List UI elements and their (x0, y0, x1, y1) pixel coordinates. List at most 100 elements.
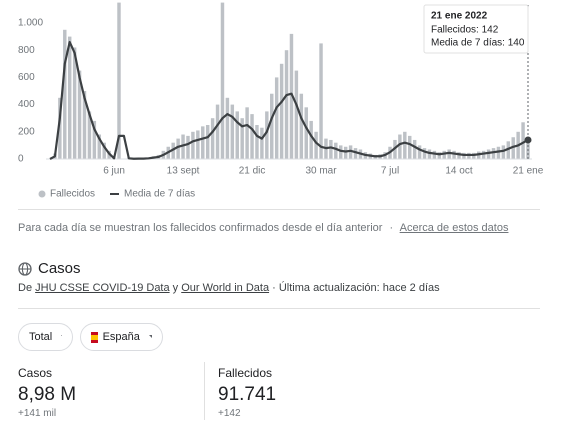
bar (67, 36, 72, 159)
section-title: Casos (38, 260, 81, 277)
bar (265, 111, 269, 159)
bar (304, 107, 308, 159)
bar (299, 93, 304, 159)
bar (412, 139, 417, 159)
bar (437, 152, 442, 159)
text: · Última actualización: hace 2 días (272, 282, 440, 294)
bar (250, 114, 254, 159)
bar (77, 70, 82, 159)
source-link[interactable]: Our World in Data (181, 282, 270, 294)
bar (201, 126, 205, 159)
bar (181, 134, 185, 159)
tooltip-title: 21 ene 2022 (431, 11, 488, 22)
dropdown[interactable]: España (80, 323, 163, 351)
bar (205, 125, 210, 159)
bar (353, 148, 358, 159)
note-text: Para cada día se muestran los fallecidos… (18, 222, 383, 234)
note: Para cada día se muestran los fallecidos… (18, 222, 508, 234)
source-line: De JHU CSSE COVID-19 Data y Our World in… (18, 282, 440, 294)
caret (61, 335, 62, 336)
bar (235, 111, 239, 159)
stat-value: 8,98 M (18, 384, 77, 405)
about-link[interactable]: Acerca de estos datos (399, 222, 509, 234)
bar (196, 130, 200, 159)
bar (501, 145, 506, 159)
flag (91, 331, 98, 343)
bar (398, 134, 402, 159)
dropdown[interactable]: Total (18, 323, 73, 351)
bar (215, 104, 220, 159)
divider (18, 308, 540, 309)
bar (403, 131, 407, 159)
bar (427, 149, 432, 159)
bar (339, 145, 343, 159)
bar (117, 2, 121, 159)
bar (92, 120, 97, 159)
bar (72, 47, 77, 160)
bar (408, 135, 412, 159)
stat-label: Fallecidos (218, 366, 273, 380)
bar (329, 139, 333, 159)
bar (511, 137, 515, 159)
bar (314, 131, 318, 159)
bar (87, 111, 92, 159)
source-link[interactable]: JHU CSSE COVID-19 Data (35, 282, 170, 294)
caret (148, 335, 152, 339)
bar (260, 127, 264, 159)
bar (186, 135, 190, 159)
bar (245, 107, 249, 159)
tooltip (423, 4, 529, 54)
stat-delta: +141 mil (18, 408, 57, 419)
divider (18, 209, 540, 210)
y-tick-label: 800 (18, 45, 35, 56)
bar (452, 150, 456, 159)
bar (289, 33, 294, 159)
bar (230, 104, 235, 159)
y-tick-label: 1.000 (18, 18, 43, 29)
x-tick-label: 21 dic (239, 166, 266, 177)
bar (348, 145, 353, 159)
separator: · (389, 222, 394, 234)
bar (486, 149, 491, 159)
y-tick-label: 600 (18, 72, 35, 83)
bar (63, 29, 67, 159)
bar (457, 152, 461, 159)
bar (255, 125, 259, 159)
y-tick-label: 400 (18, 99, 35, 110)
bar (432, 150, 437, 159)
bar (58, 97, 62, 159)
y-tick-label: 200 (18, 126, 35, 137)
stat-value: 91.741 (218, 384, 277, 405)
bar (417, 145, 422, 159)
legend-label: Media de 7 días (124, 189, 195, 200)
bar (274, 77, 279, 159)
bar (240, 118, 244, 159)
bar (422, 148, 427, 159)
text: De (18, 282, 33, 294)
y-tick-label: 0 (18, 154, 24, 165)
bar (309, 120, 313, 159)
bar (102, 142, 106, 159)
stat-label: Casos (18, 366, 53, 380)
tooltip-line: Media de 7 días: 140 (431, 38, 525, 49)
bar (97, 134, 102, 159)
bar (506, 141, 511, 159)
bar (279, 63, 284, 159)
bar (284, 50, 289, 160)
legend-swatch (38, 190, 46, 198)
text: y (172, 282, 179, 294)
tooltip-line: Fallecidos: 142 (431, 25, 499, 36)
bar (521, 122, 525, 159)
bar (343, 146, 348, 159)
bar (210, 118, 215, 159)
x-tick-label: 30 mar (305, 166, 337, 177)
x-tick-label: 6 jun (103, 166, 125, 177)
bar (171, 142, 175, 159)
stat-delta: +142 (218, 408, 241, 419)
average-line (49, 40, 529, 160)
bar (225, 97, 230, 159)
x-tick-label: 13 sept (167, 166, 200, 177)
bar (319, 43, 323, 159)
bar (496, 146, 501, 159)
